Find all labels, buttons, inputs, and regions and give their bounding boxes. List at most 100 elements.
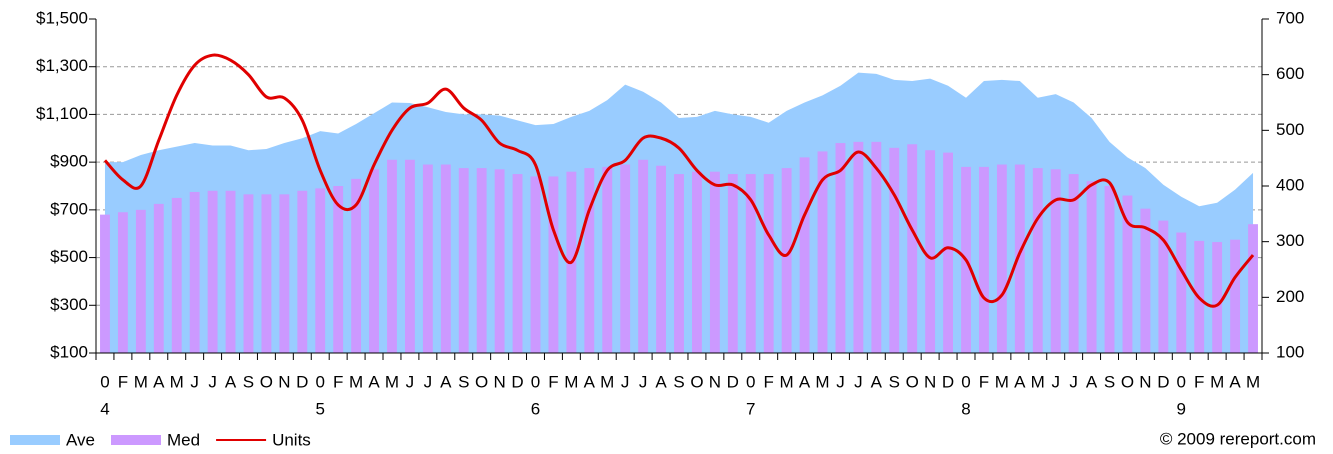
x-tick-label: A [1014, 372, 1026, 391]
x-tick-label: J [208, 372, 217, 391]
bar [1176, 232, 1187, 353]
x-tick-label: F [118, 372, 128, 391]
x-tick-label: 0 [315, 372, 324, 391]
x-tick-label: N [709, 372, 721, 391]
y2-tick-label: 700 [1276, 8, 1304, 27]
x-tick-label: A [799, 372, 811, 391]
y-tick-label: $700 [50, 199, 88, 218]
x-tick-label: A [584, 372, 596, 391]
bar [925, 150, 936, 353]
x-tick-label: A [225, 372, 237, 391]
x-tick-label: A [368, 372, 380, 391]
bar [907, 144, 918, 353]
bar [548, 176, 559, 353]
bar [279, 194, 290, 353]
bar [153, 203, 164, 353]
x-sublabel: 7 [746, 399, 755, 418]
bar [243, 194, 254, 353]
x-tick-label: M [995, 372, 1009, 391]
x-tick-label: J [621, 372, 630, 391]
x-tick-label: D [942, 372, 954, 391]
bar [333, 186, 344, 353]
bar [1122, 195, 1133, 353]
x-tick-label: M [564, 372, 578, 391]
bar [369, 169, 379, 353]
bar [763, 174, 774, 353]
x-tick-label: M [170, 372, 184, 391]
bar [745, 174, 756, 353]
x-tick-label: F [333, 372, 343, 391]
x-tick-label: S [889, 372, 900, 391]
bar [404, 159, 415, 353]
bar [135, 209, 146, 353]
x-tick-label: 0 [1177, 372, 1186, 391]
y-tick-label: $900 [50, 152, 88, 171]
bar [979, 166, 989, 353]
bar [889, 147, 900, 353]
bar [189, 191, 200, 353]
bar [799, 157, 810, 353]
bar [817, 151, 828, 353]
x-sublabel: 8 [961, 399, 970, 418]
x-tick-label: O [260, 372, 273, 391]
bar [1104, 186, 1115, 353]
x-sublabel: 4 [100, 399, 109, 418]
x-tick-label: J [836, 372, 845, 391]
x-tick-label: D [511, 372, 523, 391]
bar [692, 171, 702, 353]
legend-label: Ave [66, 430, 95, 449]
x-tick-label: M [134, 372, 148, 391]
x-tick-label: O [906, 372, 919, 391]
x-tick-label: J [854, 372, 863, 391]
bar [1086, 181, 1097, 353]
x-tick-label: D [727, 372, 739, 391]
bar [1068, 174, 1079, 353]
bar [100, 214, 110, 353]
bar [494, 169, 505, 353]
y-tick-label: $1,100 [36, 104, 88, 123]
x-tick-label: J [1069, 372, 1078, 391]
bar [297, 190, 308, 353]
bar [207, 190, 218, 353]
bar [638, 159, 649, 353]
bar [656, 165, 666, 353]
bar [1212, 242, 1223, 353]
y2-tick-label: 100 [1276, 342, 1304, 361]
bar [1014, 164, 1025, 353]
x-tick-label: J [639, 372, 648, 391]
x-tick-label: A [1086, 372, 1098, 391]
legend-swatch [10, 435, 60, 445]
x-tick-label: D [296, 372, 308, 391]
x-tick-label: M [349, 372, 363, 391]
plot [100, 53, 1258, 353]
x-sublabel: 6 [531, 399, 540, 418]
axes: $100 $300 $500 $700 $900 $1,100 $1,300 $1,500 10… [36, 8, 1304, 418]
bar [315, 188, 326, 353]
bar [727, 174, 738, 353]
bar [620, 164, 631, 353]
bar [835, 143, 846, 353]
x-tick-label: N [278, 372, 290, 391]
bar [476, 168, 487, 353]
x-tick-label: S [458, 372, 469, 391]
x-tick-label: F [1194, 372, 1204, 391]
x-tick-label: A [1229, 372, 1241, 391]
x-tick-label: J [1051, 372, 1060, 391]
legend-label: Units [272, 430, 311, 449]
x-tick-label: F [763, 372, 773, 391]
bar [709, 171, 720, 353]
x-tick-label: F [548, 372, 558, 391]
bar [1158, 220, 1169, 353]
bar [1230, 239, 1241, 353]
bar [996, 164, 1007, 353]
legend-swatch [111, 435, 161, 445]
bar [512, 174, 523, 353]
x-tick-label: M [815, 372, 829, 391]
y2-tick-label: 500 [1276, 120, 1304, 139]
x-tick-label: M [600, 372, 614, 391]
x-tick-label: M [1031, 372, 1045, 391]
bar [351, 178, 362, 353]
y-tick-label: $100 [50, 342, 88, 361]
bar [871, 141, 882, 353]
